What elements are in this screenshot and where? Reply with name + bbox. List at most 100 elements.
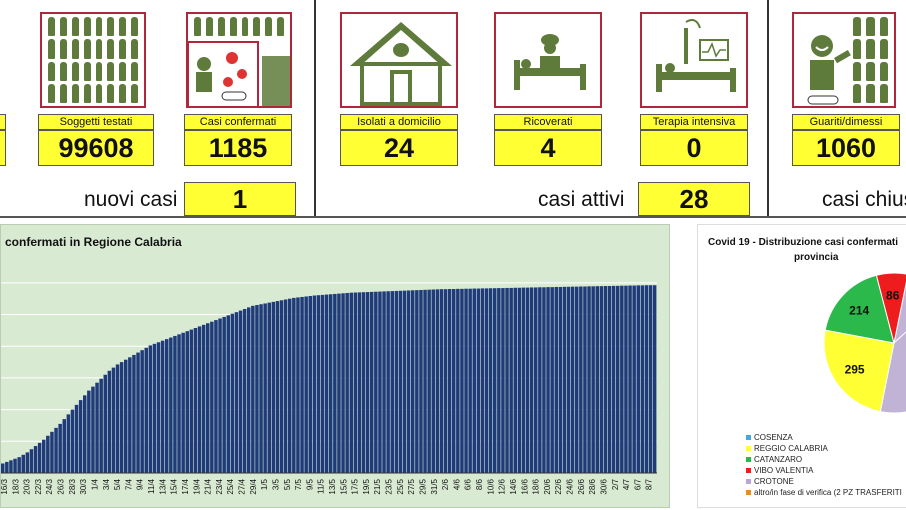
bar xyxy=(210,321,214,473)
bar xyxy=(1,463,5,473)
x-tick-label: 31/5 xyxy=(430,478,439,494)
bar xyxy=(70,409,75,473)
section-divider xyxy=(314,0,316,218)
bar xyxy=(607,286,612,473)
confermati-value: 1185 xyxy=(184,130,292,166)
x-tick-label: 19/5 xyxy=(362,478,371,494)
people-grid-icon xyxy=(40,12,146,108)
bar xyxy=(460,288,464,473)
bar xyxy=(193,328,198,473)
bar xyxy=(62,419,66,473)
bar xyxy=(554,286,558,473)
bar xyxy=(468,288,472,473)
bar xyxy=(115,364,120,473)
x-tick-label: 25/5 xyxy=(396,478,405,494)
bar xyxy=(480,288,485,473)
x-tick-label: 1/4 xyxy=(91,478,100,490)
x-tick-label: 5/4 xyxy=(113,478,122,490)
x-tick-label: 16/3 xyxy=(1,478,9,494)
x-tick-label: 15/4 xyxy=(170,478,179,494)
bar xyxy=(255,305,259,473)
bar xyxy=(517,287,522,473)
x-tick-label: 12/6 xyxy=(498,478,507,494)
bar xyxy=(427,289,431,473)
x-tick-label: 27/5 xyxy=(407,478,416,494)
bar xyxy=(169,337,173,473)
x-tick-label: 3/4 xyxy=(102,478,111,490)
bar xyxy=(66,414,71,473)
bar xyxy=(632,285,636,473)
bar xyxy=(493,288,497,473)
pie-chart-panel: Covid 19 - Distribuzione casi confermati… xyxy=(697,224,906,508)
bar xyxy=(337,293,341,473)
x-tick-label: 30/6 xyxy=(599,478,608,494)
bar xyxy=(648,285,653,473)
legend-item: REGGIO CALABRIA xyxy=(746,444,828,453)
legend-label: REGGIO CALABRIA xyxy=(754,444,828,453)
x-tick-label: 2/6 xyxy=(441,478,450,490)
x-tick-label: 6/7 xyxy=(633,478,642,490)
bar xyxy=(292,297,296,473)
bar xyxy=(628,285,632,473)
bar xyxy=(349,292,353,473)
bar xyxy=(505,287,509,473)
bar xyxy=(419,289,423,473)
bar xyxy=(476,288,481,473)
domicilio-value: 24 xyxy=(340,130,458,166)
bar xyxy=(136,352,140,473)
bar xyxy=(107,370,112,473)
x-tick-label: 17/5 xyxy=(351,478,360,494)
legend-swatch xyxy=(746,446,751,452)
bar xyxy=(226,315,230,473)
bar xyxy=(74,404,79,473)
bar xyxy=(640,285,645,473)
bar xyxy=(558,286,563,473)
bar xyxy=(312,295,317,473)
chart-title: confermati in Regione Calabria xyxy=(5,235,182,249)
bar xyxy=(374,291,378,473)
x-tick-label: 9/5 xyxy=(305,478,314,490)
bar xyxy=(452,289,456,473)
x-tick-label: 24/3 xyxy=(45,478,54,494)
x-tick-label: 7/5 xyxy=(294,478,303,490)
section-divider xyxy=(767,0,769,218)
x-tick-label: 3/5 xyxy=(271,478,280,490)
bar xyxy=(431,289,435,473)
bar xyxy=(513,287,517,473)
x-tick-label: 21/4 xyxy=(204,478,213,494)
bar xyxy=(128,357,132,473)
x-tick-label: 8/6 xyxy=(475,478,484,490)
bar xyxy=(538,287,542,473)
x-tick-label: 18/3 xyxy=(11,478,20,494)
terapia-value: 0 xyxy=(640,130,748,166)
bar xyxy=(415,290,419,473)
bar xyxy=(78,400,83,473)
bar xyxy=(87,390,91,473)
x-tick-label: 28/3 xyxy=(68,478,77,494)
bar xyxy=(242,308,247,473)
casi-chiusi-caption: casi chiusi xyxy=(822,188,906,211)
legend-swatch xyxy=(746,468,751,474)
bar xyxy=(497,288,501,473)
bar xyxy=(251,305,255,473)
people-grid xyxy=(46,16,140,104)
bar xyxy=(341,293,345,473)
x-tick-label: 13/5 xyxy=(328,478,337,494)
bar xyxy=(488,288,493,473)
x-tick-label: 17/4 xyxy=(181,478,190,494)
nuovi-casi-caption: nuovi casi xyxy=(84,188,178,211)
bar xyxy=(599,286,604,473)
house-icon xyxy=(340,12,458,108)
bar xyxy=(263,303,267,473)
x-tick-label: 7/4 xyxy=(124,478,133,490)
x-tick-label: 21/5 xyxy=(373,478,382,494)
testati-value: 99608 xyxy=(38,130,154,166)
bar xyxy=(9,460,13,473)
bar xyxy=(222,316,226,473)
x-tick-label: 8/7 xyxy=(645,478,654,490)
bar xyxy=(329,294,333,473)
bar xyxy=(54,427,58,473)
bar xyxy=(370,291,374,473)
legend-label: COSENZA xyxy=(754,433,793,442)
casi-attivi-value: 28 xyxy=(638,182,750,216)
